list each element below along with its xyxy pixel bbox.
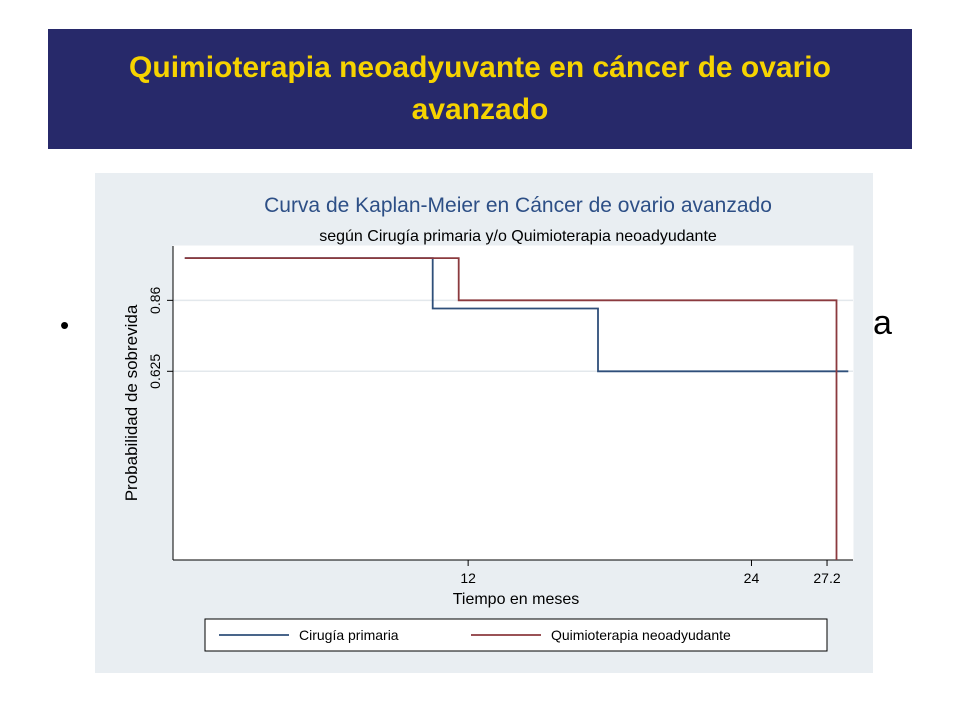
chart-title: Curva de Kaplan-Meier en Cáncer de ovari… <box>264 194 772 217</box>
title-banner: Quimioterapia neoadyuvante en cáncer de … <box>48 29 912 149</box>
x-axis-label: Tiempo en meses <box>453 591 580 608</box>
legend: Cirugía primaria Quimioterapia neoadyudan… <box>219 627 731 643</box>
y-axis-label: Probabilidad de sobrevida <box>122 304 141 501</box>
x-tick-label: 27.2 <box>813 570 840 586</box>
bullet-marker: • <box>60 310 70 340</box>
series-line-2 <box>184 257 838 560</box>
legend-label: Quimioterapia neoadyudante <box>551 627 731 643</box>
chart-subtitle: según Cirugía primaria y/o Quimioterapia… <box>319 228 717 245</box>
series-lines <box>184 257 849 560</box>
axes: 0.625 0.86 12 24 27.2 <box>147 246 853 586</box>
y-tick-label: 0.625 <box>147 354 163 389</box>
x-tick-label: 24 <box>744 570 760 586</box>
slide-title: Quimioterapia neoadyuvante en cáncer de … <box>129 51 831 126</box>
chart-svg: Curva de Kaplan-Meier en Cáncer de ovari… <box>122 194 854 652</box>
legend-label: Cirugía primaria <box>299 627 399 643</box>
bullet-text-tail: a <box>873 304 892 342</box>
plot-area <box>172 245 854 561</box>
y-tick-label: 0.86 <box>147 287 163 314</box>
kaplan-meier-chart: Curva de Kaplan-Meier en Cáncer de ovari… <box>95 173 873 673</box>
x-tick-label: 12 <box>460 570 476 586</box>
